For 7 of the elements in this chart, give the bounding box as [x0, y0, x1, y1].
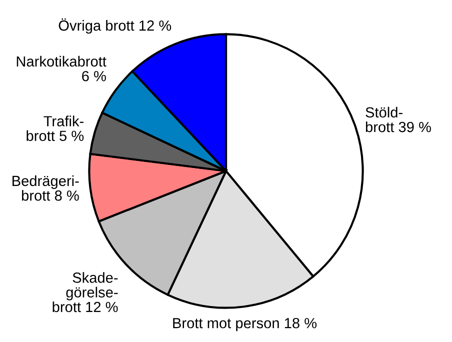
slice-label: Stöld- brott 39 %: [366, 106, 431, 132]
slice-label: Trafik- brott 5 %: [26, 116, 84, 142]
slice-label: Bedrägeri- brott 8 %: [12, 175, 79, 201]
slice-label: Övriga brott 12 %: [58, 18, 172, 34]
slice-label: Brott mot person 18 %: [173, 318, 317, 332]
slice-label: Skade- görelse- brott 12 %: [52, 272, 118, 312]
slice-label: Narkotikabrott 6 %: [16, 56, 106, 82]
